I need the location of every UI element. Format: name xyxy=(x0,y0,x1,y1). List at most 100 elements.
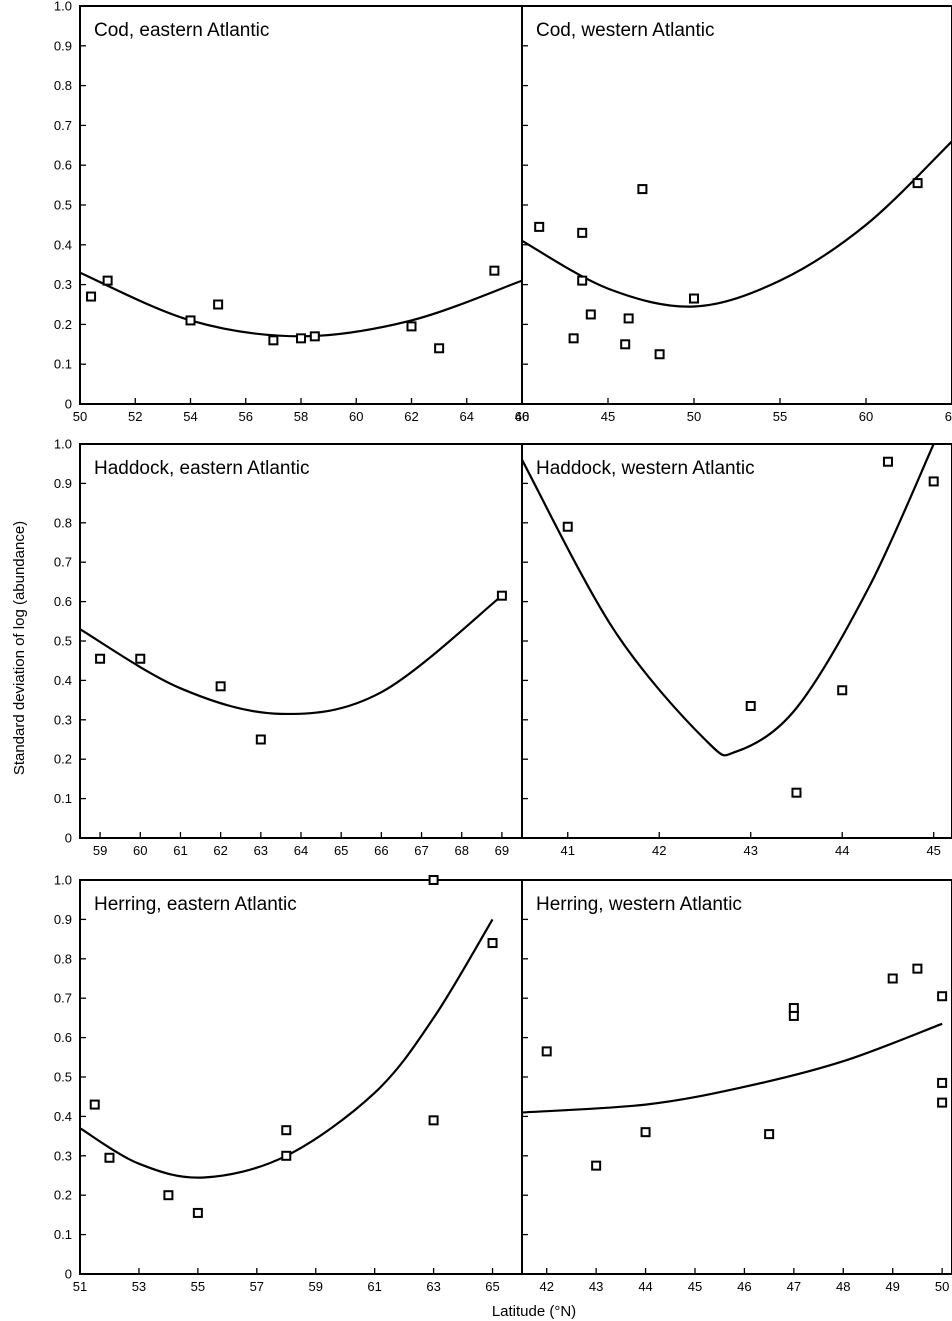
x-tick-label: 61 xyxy=(173,843,187,858)
data-point xyxy=(89,1099,100,1110)
data-point xyxy=(887,973,898,984)
x-tick-label: 64 xyxy=(294,843,308,858)
panel-title: Herring, western Atlantic xyxy=(536,894,742,915)
panel-title: Herring, eastern Atlantic xyxy=(94,894,297,915)
data-point xyxy=(568,333,579,344)
data-point xyxy=(428,1115,439,1126)
data-point xyxy=(623,313,634,324)
y-tick-label: 0.9 xyxy=(54,912,72,927)
data-point xyxy=(406,321,417,332)
x-tick-label: 51 xyxy=(73,1279,87,1294)
x-tick-label: 44 xyxy=(835,843,849,858)
data-point xyxy=(215,681,226,692)
x-tick-label: 68 xyxy=(454,843,468,858)
x-tick-label: 50 xyxy=(935,1279,949,1294)
x-tick-label: 63 xyxy=(426,1279,440,1294)
data-point xyxy=(637,184,648,195)
chart-panel: 0 0.1 0.2 0.3 0.4 0.5 0.6 0.7 0.8 0.9 1.0 51 53 55 57 5… xyxy=(54,873,523,1294)
data-point xyxy=(591,1160,602,1171)
x-tick-label: 43 xyxy=(589,1279,603,1294)
x-tick-label: 44 xyxy=(638,1279,652,1294)
panel-title: Haddock, western Atlantic xyxy=(536,458,755,479)
x-tick-label: 45 xyxy=(926,843,940,858)
x-tick-label: 65 xyxy=(485,1279,499,1294)
y-tick-label: 0 xyxy=(65,397,72,412)
data-point xyxy=(654,349,665,360)
x-tick-label: 53 xyxy=(132,1279,146,1294)
y-tick-label: 0.9 xyxy=(54,476,72,491)
panel-frame xyxy=(79,879,523,1275)
y-tick-label: 0.1 xyxy=(54,791,72,806)
y-tick-label: 0.7 xyxy=(54,555,72,570)
data-point xyxy=(104,1152,115,1163)
x-tick-label: 59 xyxy=(93,843,107,858)
data-point xyxy=(620,339,631,350)
data-point xyxy=(764,1129,775,1140)
data-point xyxy=(428,875,439,885)
x-tick-label: 42 xyxy=(652,843,666,858)
data-point xyxy=(281,1150,292,1161)
data-point xyxy=(912,178,923,189)
y-tick-label: 0.4 xyxy=(54,237,72,252)
x-tick-label: 62 xyxy=(404,409,418,424)
data-point xyxy=(640,1127,651,1138)
panel-title: Cod, western Atlantic xyxy=(536,20,714,41)
y-tick-label: 0 xyxy=(65,1267,72,1282)
y-tick-label: 0.4 xyxy=(54,1109,72,1124)
x-tick-label: 56 xyxy=(239,409,253,424)
panel-frame xyxy=(79,5,523,405)
y-tick-label: 0.5 xyxy=(54,198,72,213)
x-tick-label: 46 xyxy=(737,1279,751,1294)
y-tick-label: 0.7 xyxy=(54,118,72,133)
data-point xyxy=(296,333,306,344)
data-point xyxy=(192,1207,203,1218)
x-tick-label: 48 xyxy=(836,1279,850,1294)
x-tick-label: 59 xyxy=(308,1279,322,1294)
panel-frame xyxy=(521,879,952,1275)
data-point xyxy=(489,265,500,276)
y-tick-label: 0.9 xyxy=(54,38,72,53)
data-point xyxy=(912,963,923,974)
x-tick-label: 52 xyxy=(128,409,142,424)
x-tick-label: 61 xyxy=(367,1279,381,1294)
y-tick-label: 0.8 xyxy=(54,78,72,93)
data-point xyxy=(102,275,113,286)
y-tick-label: 1.0 xyxy=(54,873,72,888)
y-tick-label: 0.6 xyxy=(54,1030,72,1045)
data-point xyxy=(788,1003,799,1014)
y-tick-label: 0.6 xyxy=(54,594,72,609)
fit-curve xyxy=(521,1022,943,1114)
data-point xyxy=(213,299,224,310)
x-tick-label: 60 xyxy=(859,409,873,424)
y-tick-label: 0.1 xyxy=(54,357,72,372)
y-tick-label: 0.2 xyxy=(54,1188,72,1203)
x-tick-label: 60 xyxy=(349,409,363,424)
y-tick-label: 1.0 xyxy=(54,0,72,14)
data-point xyxy=(745,701,756,712)
x-tick-label: 55 xyxy=(773,409,787,424)
data-point xyxy=(268,335,279,346)
chart-panel: 0 0.1 0.2 0.3 0.4 0.5 0.6 0.7 0.8 0.9 1.0 59 60 61 62 6… xyxy=(54,437,523,858)
y-tick-label: 0.3 xyxy=(54,277,72,292)
data-point xyxy=(487,938,498,949)
panel-frame xyxy=(79,443,523,839)
y-tick-label: 0.2 xyxy=(54,752,72,767)
fit-curve xyxy=(79,594,503,716)
x-tick-label: 66 xyxy=(515,409,529,424)
y-tick-label: 0.7 xyxy=(54,991,72,1006)
x-tick-label: 49 xyxy=(885,1279,899,1294)
fit-curve xyxy=(521,443,935,757)
data-point xyxy=(185,315,196,326)
data-point xyxy=(937,991,948,1002)
data-point xyxy=(937,1077,948,1088)
data-point xyxy=(534,221,545,232)
data-point xyxy=(577,275,588,286)
y-axis-label: Standard deviation of log (abundance) xyxy=(11,521,28,775)
x-tick-label: 45 xyxy=(601,409,615,424)
x-tick-label: 63 xyxy=(254,843,268,858)
y-tick-label: 0 xyxy=(65,831,72,846)
y-tick-label: 0.3 xyxy=(54,712,72,727)
y-tick-label: 0.6 xyxy=(54,158,72,173)
fit-curve xyxy=(521,140,952,308)
data-point xyxy=(937,1097,948,1108)
